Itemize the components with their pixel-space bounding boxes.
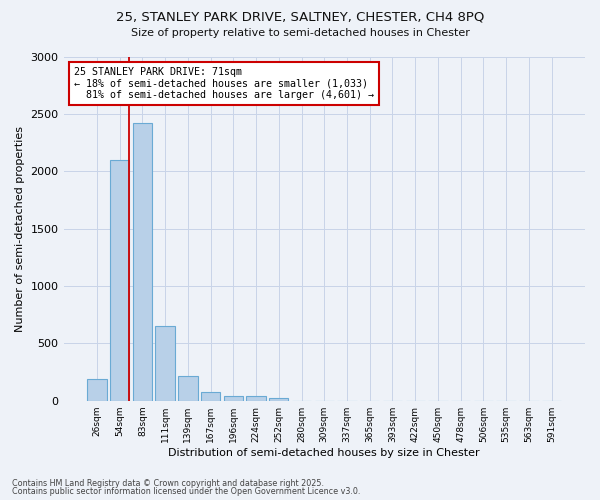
Bar <box>110 160 130 400</box>
Bar <box>269 398 289 400</box>
Text: 25, STANLEY PARK DRIVE, SALTNEY, CHESTER, CH4 8PQ: 25, STANLEY PARK DRIVE, SALTNEY, CHESTER… <box>116 10 484 23</box>
Text: Contains HM Land Registry data © Crown copyright and database right 2025.: Contains HM Land Registry data © Crown c… <box>12 478 324 488</box>
Bar <box>133 123 152 400</box>
X-axis label: Distribution of semi-detached houses by size in Chester: Distribution of semi-detached houses by … <box>169 448 480 458</box>
Bar <box>224 396 243 400</box>
Bar <box>178 376 197 400</box>
Text: Contains public sector information licensed under the Open Government Licence v3: Contains public sector information licen… <box>12 487 361 496</box>
Bar <box>247 396 266 400</box>
Text: Size of property relative to semi-detached houses in Chester: Size of property relative to semi-detach… <box>131 28 469 38</box>
Bar <box>201 392 220 400</box>
Bar <box>155 326 175 400</box>
Y-axis label: Number of semi-detached properties: Number of semi-detached properties <box>15 126 25 332</box>
Text: 25 STANLEY PARK DRIVE: 71sqm
← 18% of semi-detached houses are smaller (1,033)
 : 25 STANLEY PARK DRIVE: 71sqm ← 18% of se… <box>74 67 374 100</box>
Bar <box>87 380 107 400</box>
